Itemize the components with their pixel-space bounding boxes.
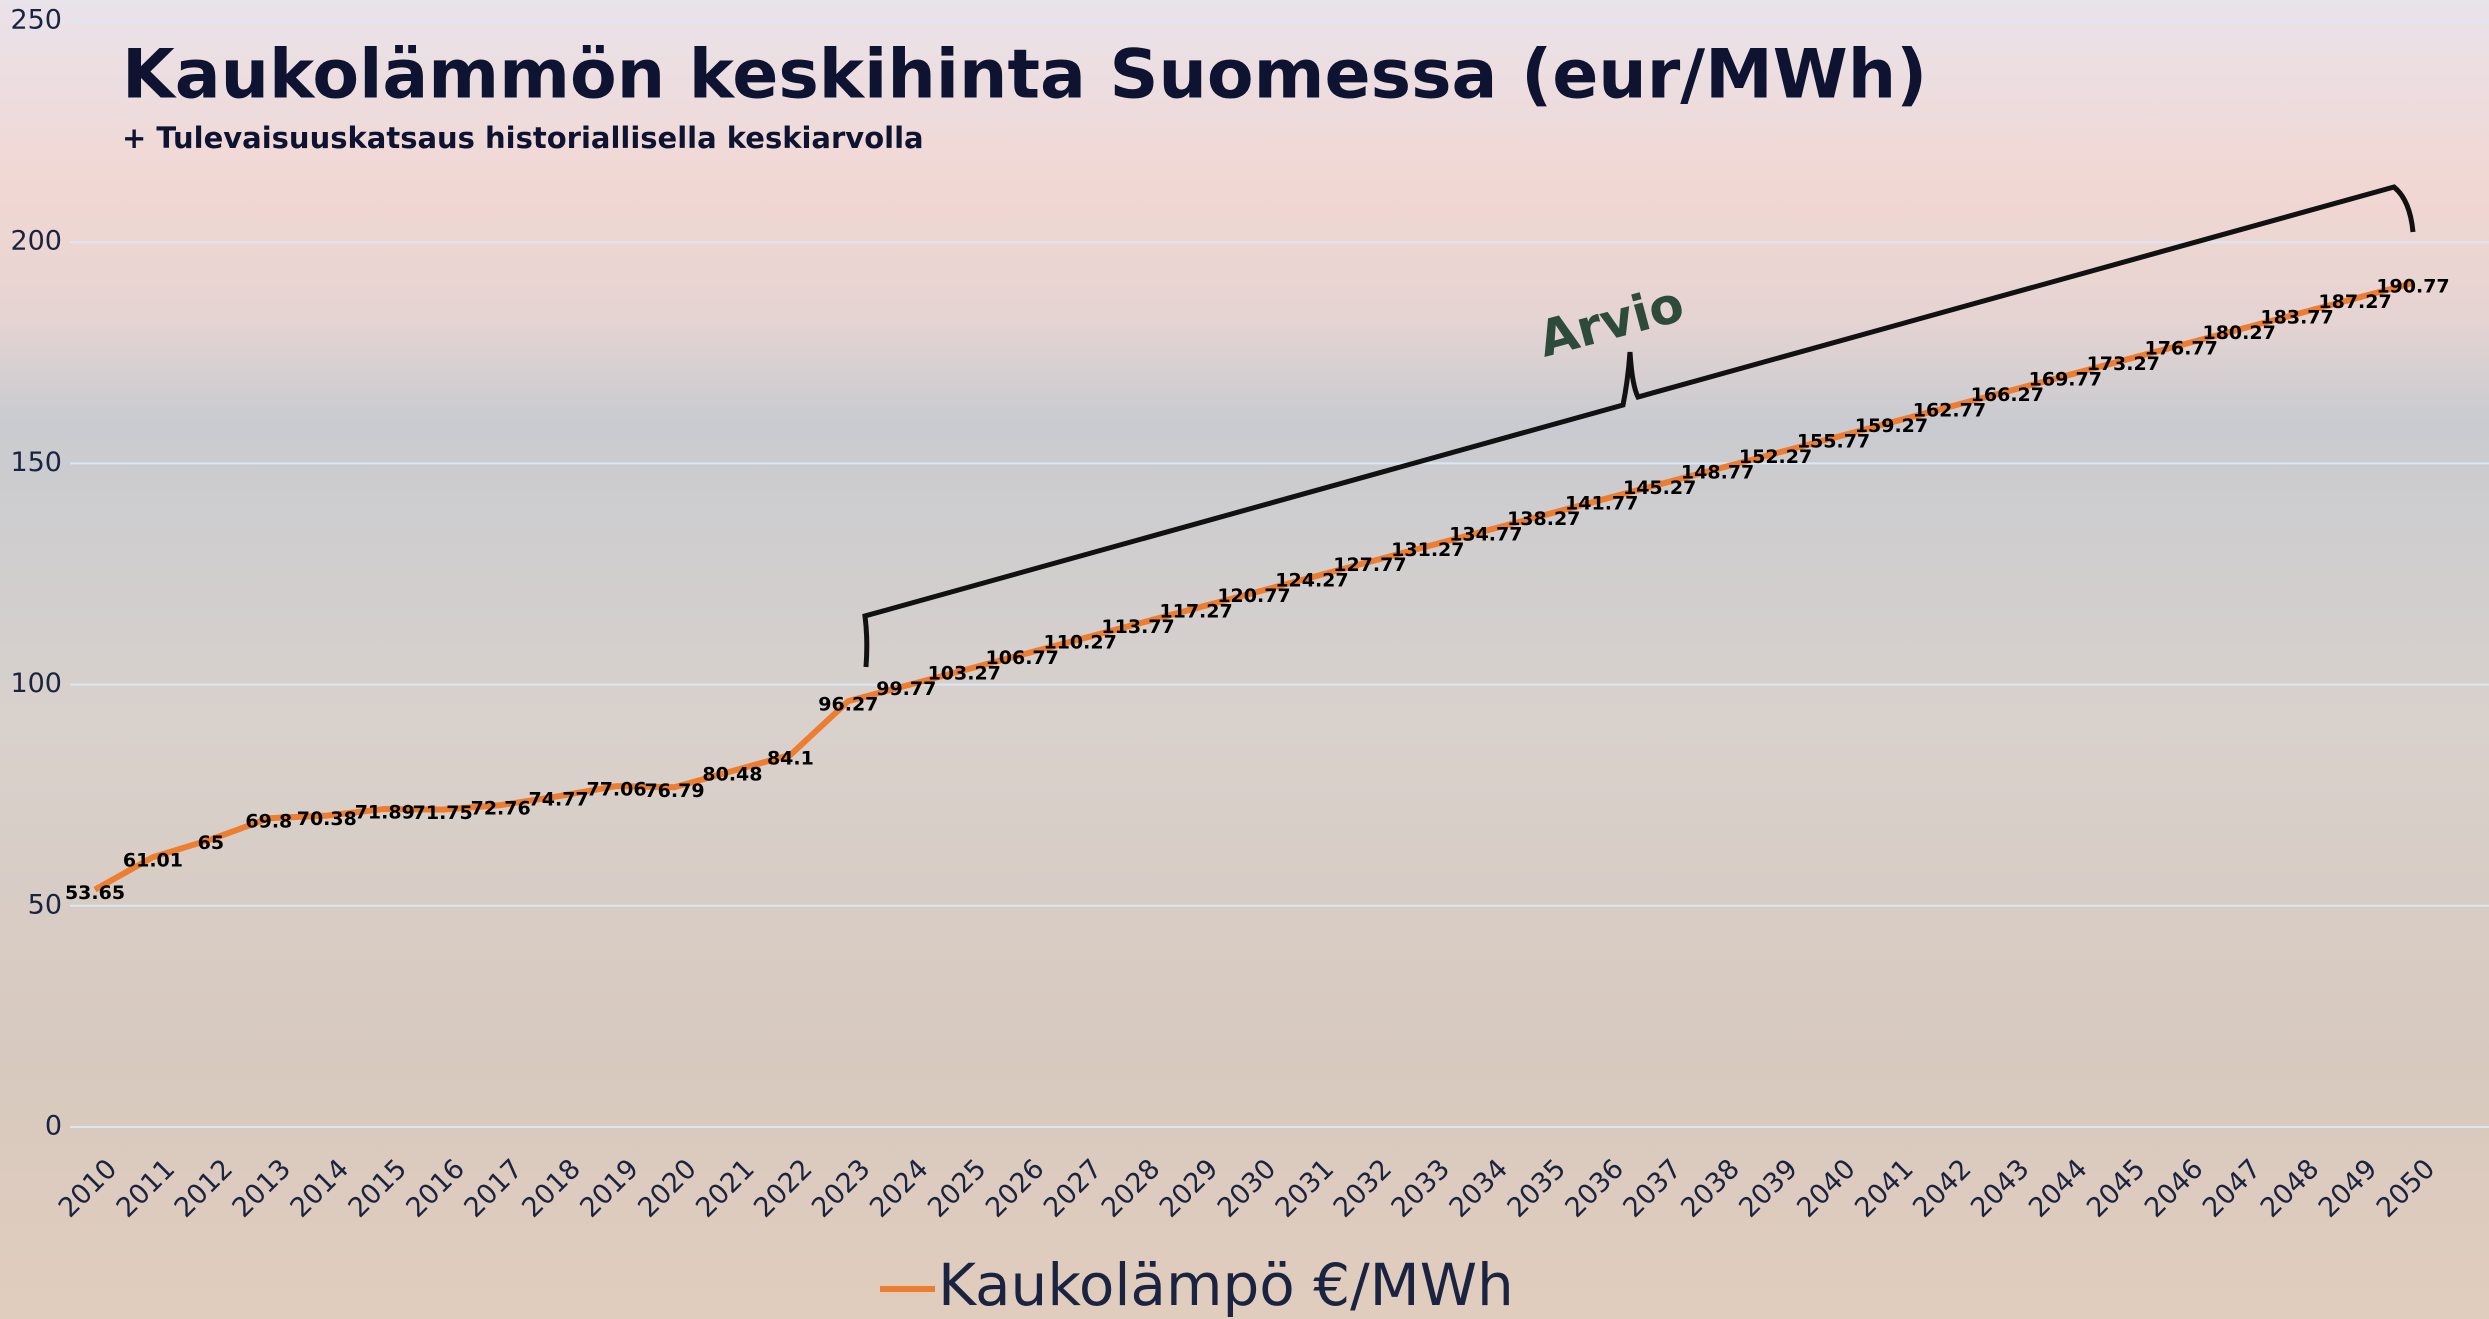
y-tick-label: 50 xyxy=(28,889,62,920)
data-label: 65 xyxy=(198,832,224,854)
page: {"chart_data": {"type": "line", "title":… xyxy=(0,0,2489,1319)
data-label: 84.1 xyxy=(767,747,814,769)
background xyxy=(0,0,2489,1319)
y-tick-label: 200 xyxy=(10,226,62,257)
data-label: 74.77 xyxy=(529,789,589,811)
data-label: 53.65 xyxy=(65,882,125,904)
data-label: 80.48 xyxy=(702,763,762,785)
chart-subtitle: + Tulevaisuuskatsaus historiallisella ke… xyxy=(122,121,924,155)
y-tick-label: 150 xyxy=(10,447,62,478)
data-label: 70.38 xyxy=(297,808,357,830)
data-label: 72.76 xyxy=(471,798,531,820)
y-tick-label: 100 xyxy=(10,668,62,699)
data-label: 77.06 xyxy=(586,779,646,801)
data-label: 96.27 xyxy=(818,694,878,716)
data-label: 76.79 xyxy=(644,780,704,802)
data-label: 71.89 xyxy=(355,801,415,823)
data-label: 69.8 xyxy=(245,811,292,833)
y-tick-label: 0 xyxy=(45,1111,62,1142)
data-label: 71.75 xyxy=(413,802,473,824)
data-label: 61.01 xyxy=(123,850,183,872)
chart: 0 50 100 150 200 250 Kaukolämmön keskihinta S… xyxy=(0,0,2489,1319)
y-tick-label: 250 xyxy=(10,5,62,36)
chart-title: Kaukolämmön keskihinta Suomessa (eur/MWh… xyxy=(122,36,1927,115)
legend-label: Kaukolämpö €/MWh xyxy=(938,1251,1514,1319)
data-label: 190.77 xyxy=(2376,276,2449,298)
